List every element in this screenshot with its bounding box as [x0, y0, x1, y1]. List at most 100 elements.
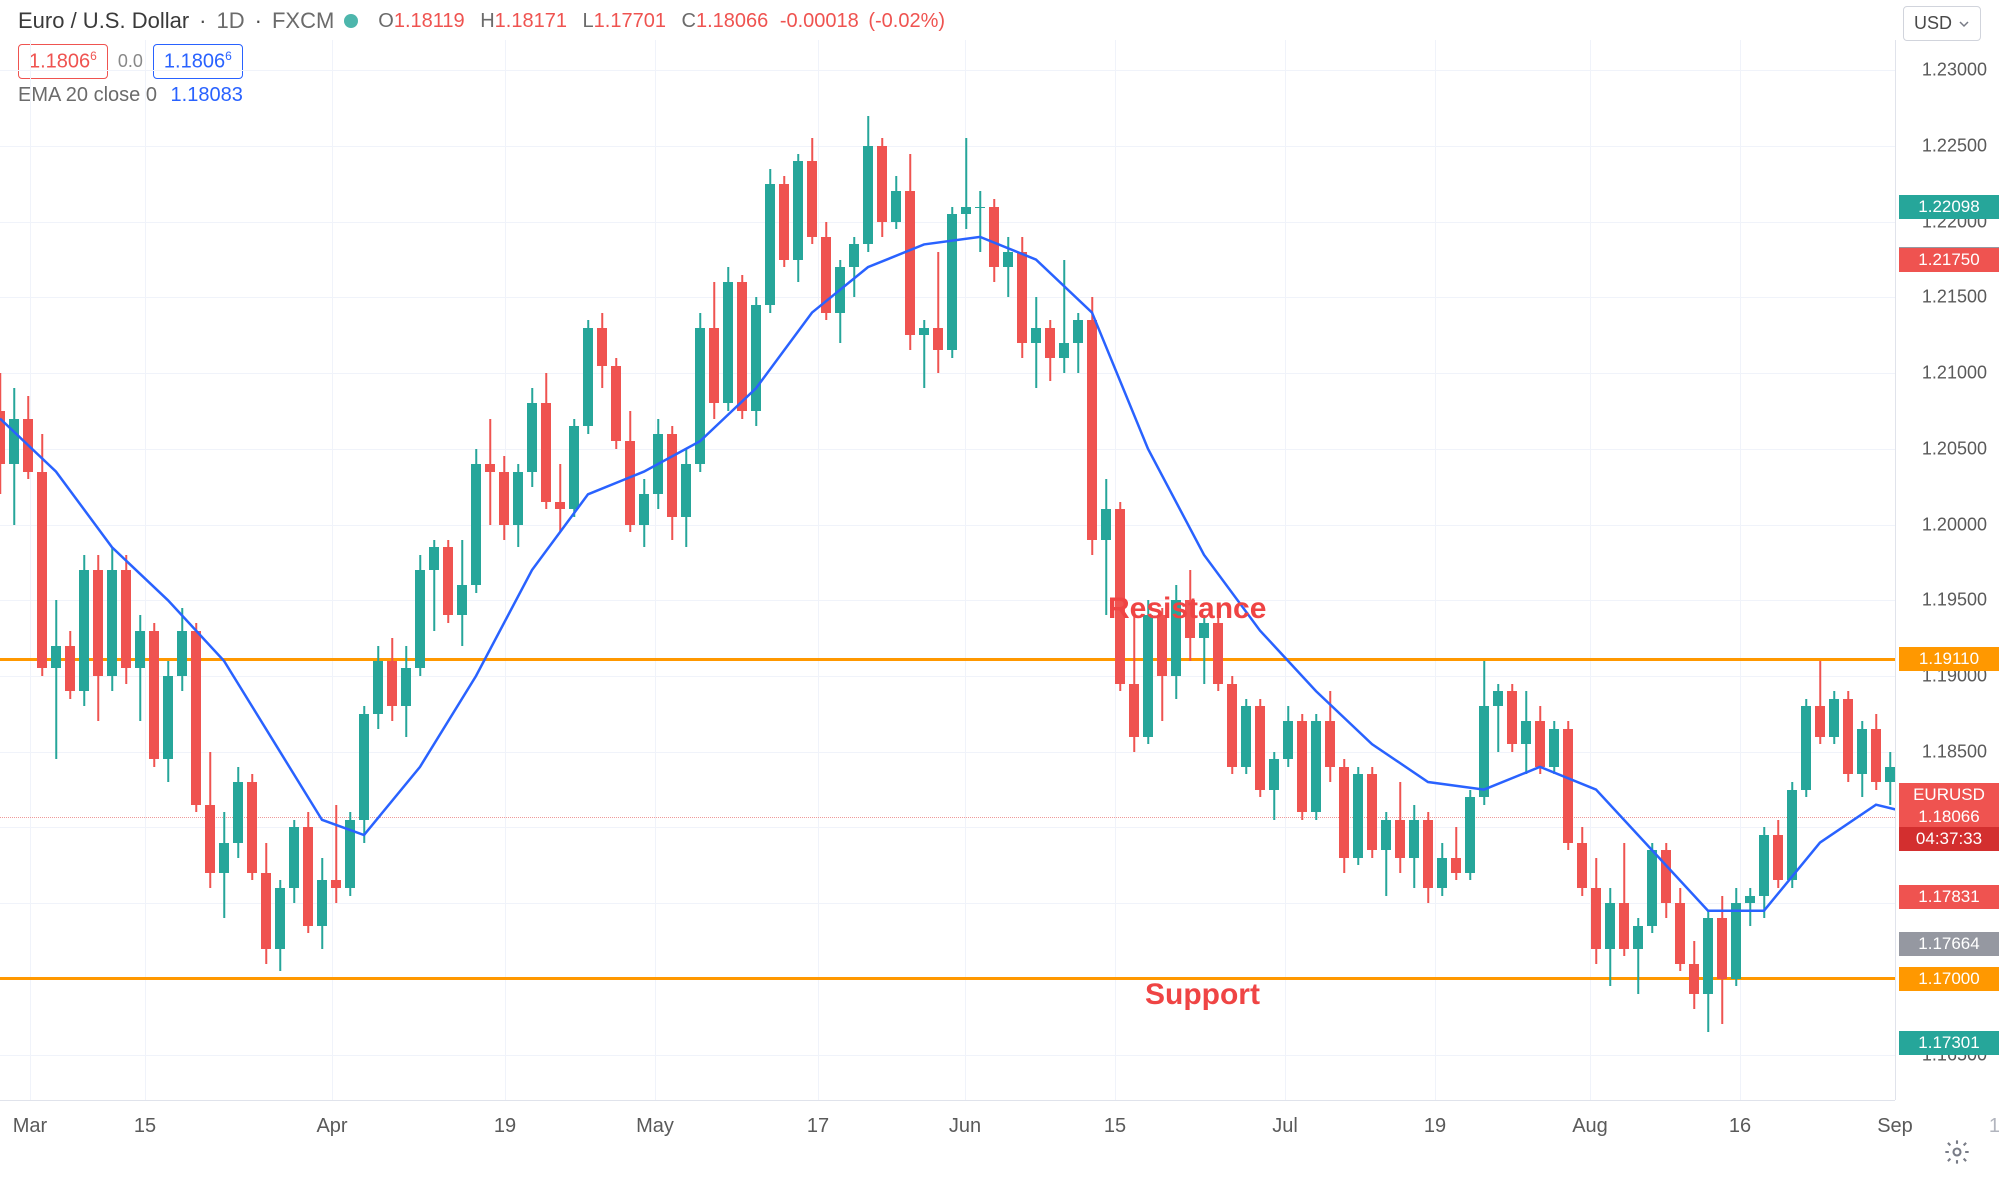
candle[interactable] [1563, 40, 1573, 1100]
candle[interactable] [429, 40, 439, 1100]
candle[interactable] [1255, 40, 1265, 1100]
candle[interactable] [1115, 40, 1125, 1100]
candle[interactable] [877, 40, 887, 1100]
candle[interactable] [1661, 40, 1671, 1100]
candle[interactable] [1619, 40, 1629, 1100]
candle[interactable] [303, 40, 313, 1100]
candle[interactable] [1171, 40, 1181, 1100]
price-axis[interactable]: 1.230001.225001.220001.215001.210001.205… [1895, 40, 1999, 1100]
candle[interactable] [1185, 40, 1195, 1100]
candle[interactable] [1829, 40, 1839, 1100]
candle[interactable] [1017, 40, 1027, 1100]
candle[interactable] [163, 40, 173, 1100]
candle[interactable] [947, 40, 957, 1100]
candle[interactable] [1045, 40, 1055, 1100]
candle[interactable] [1857, 40, 1867, 1100]
candle[interactable] [779, 40, 789, 1100]
candle[interactable] [471, 40, 481, 1100]
candle[interactable] [1479, 40, 1489, 1100]
candle[interactable] [639, 40, 649, 1100]
candle[interactable] [541, 40, 551, 1100]
candle[interactable] [1507, 40, 1517, 1100]
candle[interactable] [975, 40, 985, 1100]
candle[interactable] [1213, 40, 1223, 1100]
candle[interactable] [667, 40, 677, 1100]
candle[interactable] [709, 40, 719, 1100]
candle[interactable] [961, 40, 971, 1100]
candle[interactable] [79, 40, 89, 1100]
candle[interactable] [765, 40, 775, 1100]
candle[interactable] [1605, 40, 1615, 1100]
candle[interactable] [1157, 40, 1167, 1100]
candle[interactable] [1311, 40, 1321, 1100]
candle[interactable] [807, 40, 817, 1100]
candle[interactable] [1675, 40, 1685, 1100]
candle[interactable] [1731, 40, 1741, 1100]
candle[interactable] [415, 40, 425, 1100]
candle[interactable] [1843, 40, 1853, 1100]
candle[interactable] [1101, 40, 1111, 1100]
candle[interactable] [373, 40, 383, 1100]
candle[interactable] [233, 40, 243, 1100]
candle[interactable] [135, 40, 145, 1100]
candle[interactable] [1031, 40, 1041, 1100]
candle[interactable] [1325, 40, 1335, 1100]
candle[interactable] [513, 40, 523, 1100]
candle[interactable] [1689, 40, 1699, 1100]
candle[interactable] [681, 40, 691, 1100]
candle[interactable] [1073, 40, 1083, 1100]
candle[interactable] [499, 40, 509, 1100]
candle[interactable] [1087, 40, 1097, 1100]
candle[interactable] [1353, 40, 1363, 1100]
candle[interactable] [1633, 40, 1643, 1100]
candle[interactable] [37, 40, 47, 1100]
candle[interactable] [51, 40, 61, 1100]
candle[interactable] [219, 40, 229, 1100]
candle[interactable] [821, 40, 831, 1100]
candle[interactable] [65, 40, 75, 1100]
candle[interactable] [1801, 40, 1811, 1100]
candle[interactable] [1339, 40, 1349, 1100]
gear-icon[interactable] [1943, 1138, 1971, 1166]
annotation-resistance[interactable]: Resistance [1108, 592, 1266, 626]
candle[interactable] [1717, 40, 1727, 1100]
candle[interactable] [485, 40, 495, 1100]
currency-selector[interactable]: USD [1903, 6, 1981, 41]
candle[interactable] [1871, 40, 1881, 1100]
candle[interactable] [653, 40, 663, 1100]
candle[interactable] [121, 40, 131, 1100]
candle[interactable] [1773, 40, 1783, 1100]
candle[interactable] [583, 40, 593, 1100]
candle[interactable] [905, 40, 915, 1100]
candle[interactable] [1521, 40, 1531, 1100]
candle[interactable] [793, 40, 803, 1100]
candle[interactable] [387, 40, 397, 1100]
candle[interactable] [359, 40, 369, 1100]
candle[interactable] [205, 40, 215, 1100]
candle[interactable] [401, 40, 411, 1100]
candle[interactable] [1703, 40, 1713, 1100]
candle[interactable] [695, 40, 705, 1100]
candle[interactable] [443, 40, 453, 1100]
candle[interactable] [1423, 40, 1433, 1100]
candle[interactable] [457, 40, 467, 1100]
candle[interactable] [597, 40, 607, 1100]
candle[interactable] [247, 40, 257, 1100]
candle[interactable] [611, 40, 621, 1100]
candle[interactable] [191, 40, 201, 1100]
candle[interactable] [1787, 40, 1797, 1100]
candle[interactable] [275, 40, 285, 1100]
candle[interactable] [1199, 40, 1209, 1100]
candle[interactable] [723, 40, 733, 1100]
candle[interactable] [177, 40, 187, 1100]
candle[interactable] [1815, 40, 1825, 1100]
candle[interactable] [989, 40, 999, 1100]
candle[interactable] [1381, 40, 1391, 1100]
candle[interactable] [863, 40, 873, 1100]
candle[interactable] [891, 40, 901, 1100]
candle[interactable] [1283, 40, 1293, 1100]
candle[interactable] [919, 40, 929, 1100]
candle[interactable] [1535, 40, 1545, 1100]
candle[interactable] [1241, 40, 1251, 1100]
candle[interactable] [1437, 40, 1447, 1100]
